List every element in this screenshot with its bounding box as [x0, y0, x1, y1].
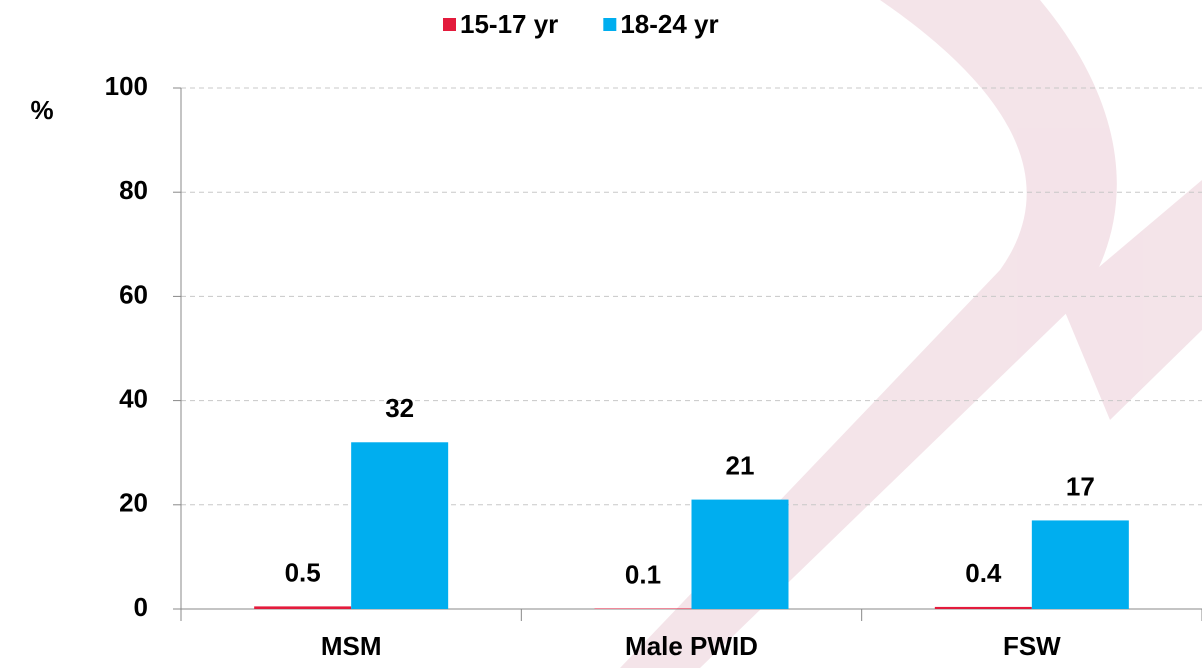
x-tick-label: Male PWID — [625, 631, 758, 661]
bar — [595, 608, 692, 609]
bar — [1032, 520, 1129, 609]
data-label: 17 — [1066, 471, 1095, 501]
data-label: 21 — [726, 450, 755, 480]
y-tick-label: 80 — [119, 175, 148, 205]
y-tick-label: 20 — [119, 488, 148, 518]
data-label: 32 — [385, 393, 414, 423]
x-tick-label: FSW — [1003, 631, 1061, 661]
chart: % 0 20 40 60 80 100 15-17 yr 18-24 yr MSM 0.5 32 Ma… — [0, 0, 1202, 668]
bar — [935, 607, 1032, 609]
data-label: 0.1 — [625, 559, 661, 589]
data-label: 0.4 — [965, 558, 1002, 588]
y-tick-label: 40 — [119, 383, 148, 413]
y-tick-label: 60 — [119, 279, 148, 309]
data-label: 0.5 — [285, 557, 321, 587]
bar — [692, 500, 789, 609]
y-tick-label: 100 — [105, 71, 148, 101]
legend-swatch — [603, 18, 616, 31]
legend-swatch — [443, 18, 456, 31]
y-axis-label: % — [30, 95, 53, 125]
x-tick-label: MSM — [321, 631, 382, 661]
legend-label: 18-24 yr — [620, 9, 718, 39]
bar — [351, 442, 448, 609]
y-tick-label: 0 — [134, 592, 148, 622]
bar — [254, 606, 351, 609]
legend-label: 15-17 yr — [460, 9, 558, 39]
